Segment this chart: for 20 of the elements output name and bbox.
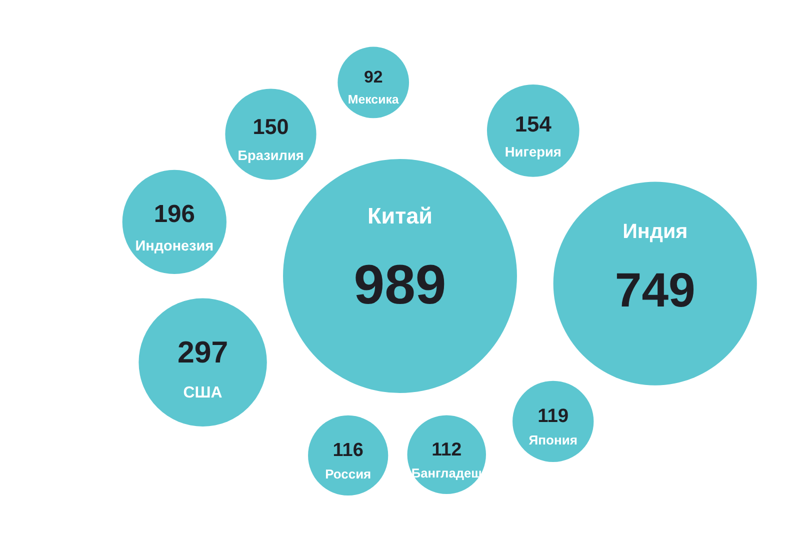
category-label: Индонезия bbox=[135, 238, 214, 255]
data-label: 297 bbox=[177, 336, 228, 370]
category-label: Мексика bbox=[348, 92, 399, 106]
category-label: Китай bbox=[368, 204, 432, 229]
category-label: Япония bbox=[528, 432, 578, 448]
category-label: Бангладеш bbox=[411, 465, 482, 480]
category-label: Индия bbox=[622, 220, 688, 243]
category-label: Нигерия bbox=[504, 144, 562, 160]
data-label: 116 bbox=[332, 440, 364, 462]
data-label: 154 bbox=[514, 111, 552, 136]
data-label: 749 bbox=[614, 264, 696, 318]
category-label: Бразилия bbox=[238, 148, 304, 163]
data-label: 119 bbox=[538, 406, 569, 427]
data-label: 112 bbox=[432, 438, 462, 460]
data-label: 196 bbox=[154, 200, 195, 228]
category-label: США bbox=[183, 384, 223, 402]
data-label: 150 bbox=[252, 114, 289, 140]
category-label: Россия bbox=[325, 466, 372, 482]
data-label: 92 bbox=[364, 68, 383, 87]
data-label: 989 bbox=[354, 254, 446, 316]
